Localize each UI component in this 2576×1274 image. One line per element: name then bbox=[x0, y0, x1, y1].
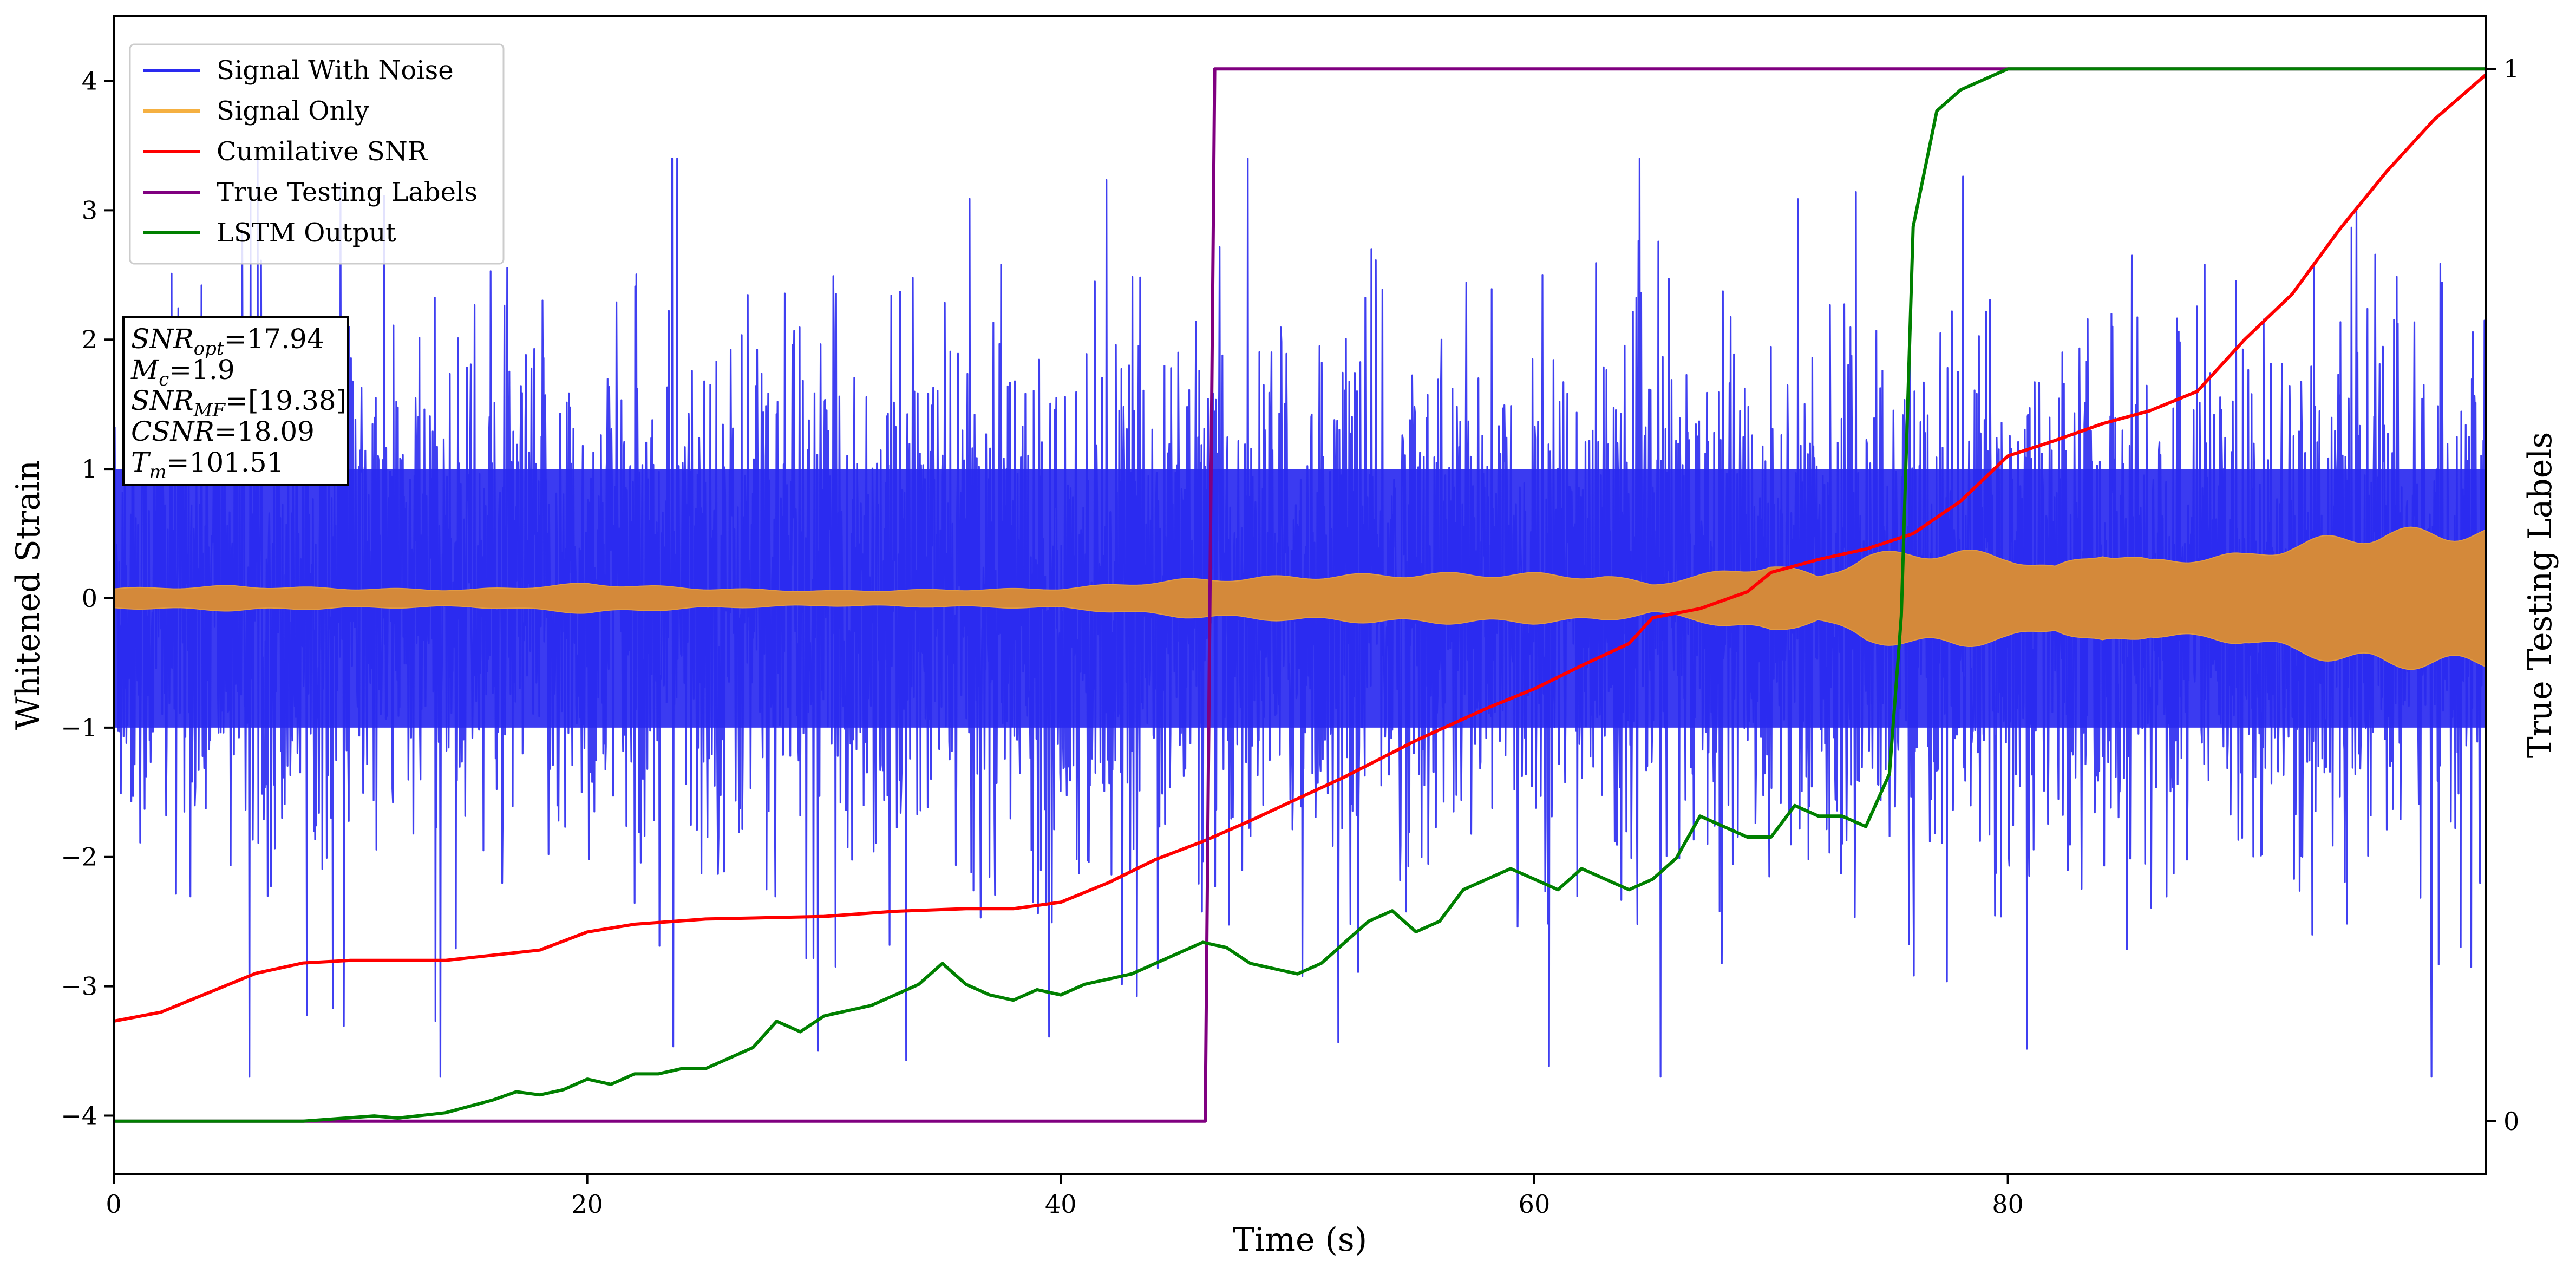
y2-axis-title: True Testing Labels bbox=[2521, 432, 2559, 759]
signal-only-envelope bbox=[114, 526, 2486, 670]
y2-tick-label: 0 bbox=[2503, 1107, 2519, 1136]
y-tick-label: 1 bbox=[82, 454, 97, 484]
plot-area-frame bbox=[113, 15, 2487, 1175]
x-axis-title: Time (s) bbox=[1233, 1221, 1367, 1259]
x-tick-label: 0 bbox=[106, 1190, 121, 1219]
y-tick-label: 3 bbox=[82, 195, 97, 225]
info-box-line: CSNR=18.09 bbox=[131, 416, 315, 447]
legend-entry: Signal With Noise bbox=[217, 55, 454, 86]
info-box-frame bbox=[122, 316, 349, 486]
info-box-line: SNRopt=17.94 bbox=[131, 323, 324, 360]
signal-only-series bbox=[114, 526, 2486, 670]
y-tick-label: 0 bbox=[82, 584, 97, 613]
y-tick-label: 2 bbox=[82, 325, 97, 354]
signal-with-noise-line bbox=[114, 158, 2486, 1078]
legend: Signal With Noise Signal Only Cumilative S… bbox=[129, 43, 505, 265]
legend-entry: LSTM Output bbox=[217, 218, 396, 248]
info-box-line: Tm=101.51 bbox=[131, 447, 284, 483]
info-box: SNRopt=17.94Mc=1.9SNRMF=[19.38]CSNR=18.0… bbox=[122, 316, 349, 486]
cumulative-snr-line bbox=[114, 73, 2486, 1023]
y2-tick-label: 1 bbox=[2503, 54, 2519, 83]
lstm-output-line bbox=[114, 67, 2486, 1123]
y-tick-label: −1 bbox=[61, 713, 97, 742]
y-tick-label: 4 bbox=[82, 66, 97, 95]
y-tick-label: −3 bbox=[61, 972, 97, 1001]
info-box-line: Mc=1.9 bbox=[130, 354, 235, 390]
legend-entry: Cumilative SNR bbox=[217, 136, 428, 167]
legend-entry: Signal Only bbox=[217, 96, 369, 126]
x-tick-label: 40 bbox=[1045, 1190, 1077, 1219]
x-tick-label: 20 bbox=[571, 1190, 603, 1219]
legend-entry: True Testing Labels bbox=[217, 177, 478, 207]
x-tick-label: 80 bbox=[1992, 1190, 2024, 1219]
legend-box bbox=[129, 43, 505, 265]
y-tick-label: −4 bbox=[61, 1101, 97, 1131]
line-series-layer bbox=[114, 67, 2486, 1123]
y-axis-title: Whitened Strain bbox=[9, 460, 47, 730]
true-testing-labels-line bbox=[114, 67, 2486, 1123]
x-tick-label: 60 bbox=[1519, 1190, 1551, 1219]
y-tick-label: −2 bbox=[61, 842, 97, 872]
info-box-line: SNRMF=[19.38] bbox=[131, 385, 346, 421]
